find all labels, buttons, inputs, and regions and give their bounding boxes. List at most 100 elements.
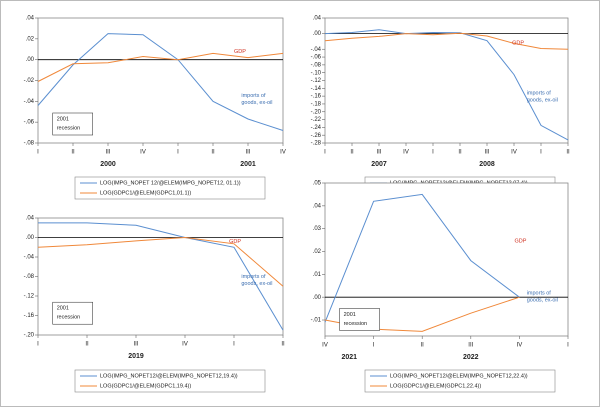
gdp-annotation: GDP (515, 239, 527, 245)
y-tick-label: -.01 (311, 318, 322, 324)
imports-annotation: goods, ex-oil (241, 100, 272, 106)
y-tick-label: .04 (313, 16, 322, 22)
gdp-annotation: GDP (229, 239, 241, 245)
year-label: 2019 (128, 353, 144, 360)
y-tick-label: .01 (313, 272, 322, 278)
y-tick-label: -.28 (311, 141, 322, 147)
year-label: 2007 (371, 161, 387, 168)
y-tick-label: .05 (313, 181, 322, 187)
x-tick-label: I (373, 343, 375, 349)
x-tick-label: II (281, 342, 285, 348)
y-tick-label: -.08 (24, 141, 35, 147)
y-tick-label: -.24 (311, 125, 322, 131)
x-tick-label: IV (517, 343, 523, 349)
x-tick-label: II (211, 150, 215, 156)
x-tick-label: II (458, 150, 462, 156)
y-tick-label: .04 (313, 203, 322, 209)
x-tick-label: I (37, 150, 39, 156)
recession-label: 2001 (57, 306, 69, 312)
x-tick-label: IV (403, 150, 409, 156)
recession-label: 2001 (344, 312, 356, 318)
x-tick-label: IV (140, 150, 146, 156)
x-tick-label: I (567, 343, 569, 349)
series-line (38, 222, 284, 331)
y-tick-label: -.12 (311, 78, 322, 84)
legend-box (364, 369, 556, 393)
x-tick-label: I (432, 150, 434, 156)
x-tick-label: III (133, 342, 138, 348)
y-tick-label: .04 (26, 16, 35, 22)
imports-annotation: goods, ex-oil (241, 281, 272, 287)
y-tick-label: -.04 (311, 47, 322, 53)
y-tick-label: -.14 (311, 86, 322, 92)
year-label: 2021 (342, 354, 358, 361)
y-tick-label: -.16 (311, 94, 322, 100)
legend-label: LOG(IMPG_NOPET 12/@ELEM(IMPG_NOPET12, 01… (100, 180, 241, 186)
y-tick-label: -.22 (311, 117, 322, 123)
x-tick-label: I (177, 150, 179, 156)
y-tick-label: .04 (26, 216, 35, 222)
recession-box (52, 301, 94, 325)
imports-annotation: goods, ex-oil (527, 97, 558, 103)
y-tick-label: -.10 (311, 70, 322, 76)
recession-label: recession (57, 125, 81, 131)
y-tick-label: -.20 (24, 333, 35, 339)
x-tick-label: III (105, 150, 110, 156)
x-tick-label: I (37, 342, 39, 348)
imports-annotation: imports of (241, 274, 266, 280)
y-tick-label: .00 (313, 31, 322, 37)
recession-label: recession (344, 321, 368, 327)
x-tick-label: II (85, 342, 89, 348)
x-tick-label: II (566, 150, 570, 156)
y-tick-label: .00 (313, 295, 322, 301)
y-tick-label: .02 (313, 249, 322, 255)
recession-box (52, 112, 94, 136)
legend-label: LOG(GDPC1/@ELEM(GDPC1,19.4)) (100, 383, 191, 389)
recession-box (339, 308, 380, 331)
series-line (37, 33, 284, 131)
y-tick-label: -.02 (24, 78, 35, 84)
y-tick-label: -.04 (24, 99, 35, 105)
x-tick-label: II (421, 343, 425, 349)
imports-annotation: imports of (527, 90, 552, 96)
series-line (324, 193, 520, 323)
legend-label: LOG(GDPC1/@ELEM(GDPC1,01.1)) (100, 190, 191, 196)
legend-label: LOG(GDPC1/@ELEM(GDPC1,22.4)) (390, 383, 481, 389)
year-label: 2008 (479, 161, 495, 168)
x-tick-label: I (540, 150, 542, 156)
y-tick-label: .03 (313, 226, 322, 232)
x-tick-label: III (468, 343, 473, 349)
y-tick-label: .00 (26, 235, 35, 241)
year-label: 2000 (100, 161, 116, 168)
x-tick-label: III (245, 150, 250, 156)
series-line (324, 32, 569, 50)
y-tick-label: -.04 (24, 255, 35, 261)
recession-label: 2001 (57, 116, 69, 122)
y-tick-label: .02 (26, 36, 35, 42)
imports-annotation: imports of (241, 93, 266, 99)
year-label: 2001 (240, 161, 256, 168)
x-tick-label: I (324, 150, 326, 156)
legend-box (74, 369, 266, 393)
x-tick-label: IV (322, 343, 328, 349)
y-tick-label: -.06 (311, 55, 322, 61)
x-tick-label: III (484, 150, 489, 156)
y-tick-label: -.08 (311, 62, 322, 68)
y-tick-label: -.08 (24, 274, 35, 280)
x-tick-label: IV (280, 150, 286, 156)
imports-annotation: imports of (527, 291, 552, 297)
plot-area (324, 182, 569, 337)
y-tick-label: -.06 (24, 120, 35, 126)
x-tick-label: II (71, 150, 75, 156)
imports-annotation: goods, ex-oil (527, 298, 558, 304)
x-tick-label: III (376, 150, 381, 156)
x-tick-label: II (350, 150, 354, 156)
series-line (37, 52, 284, 82)
series-line (37, 236, 284, 287)
x-tick-label: IV (511, 150, 517, 156)
gdp-annotation: GDP (234, 49, 246, 55)
legend-label: LOG(IMPG_NOPET12/@ELEM(IMPG_NOPET12,22.4… (390, 373, 528, 379)
gdp-annotation: GDP (512, 40, 524, 46)
y-tick-label: -.16 (24, 313, 35, 319)
